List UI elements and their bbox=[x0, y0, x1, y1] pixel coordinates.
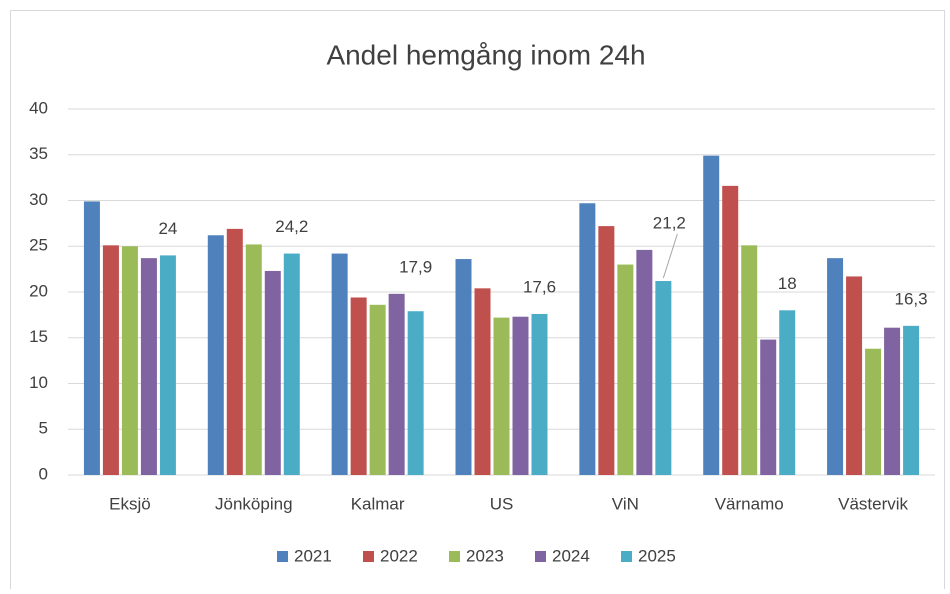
bar bbox=[741, 245, 758, 475]
legend-label: 2024 bbox=[552, 546, 590, 565]
bar bbox=[655, 281, 672, 475]
x-tick-label: ViN bbox=[612, 494, 639, 513]
bar bbox=[264, 270, 281, 475]
x-tick-label: Västervik bbox=[838, 494, 908, 513]
bar bbox=[636, 249, 653, 475]
bar bbox=[121, 246, 138, 475]
legend-label: 2022 bbox=[380, 546, 418, 565]
x-tick-label: Kalmar bbox=[351, 494, 405, 513]
bar bbox=[512, 316, 529, 475]
bar bbox=[474, 288, 491, 475]
bar bbox=[903, 325, 920, 475]
bar bbox=[226, 228, 243, 475]
legend-label: 2021 bbox=[294, 546, 332, 565]
legend-swatch bbox=[277, 551, 288, 562]
bar bbox=[598, 226, 615, 475]
bar bbox=[846, 276, 863, 475]
bar bbox=[369, 304, 386, 475]
bar bbox=[283, 253, 300, 475]
bar bbox=[827, 258, 844, 475]
legend-swatch bbox=[449, 551, 460, 562]
y-tick-label: 5 bbox=[39, 419, 48, 438]
bar bbox=[531, 313, 548, 475]
bar bbox=[407, 311, 424, 475]
y-tick-label: 15 bbox=[29, 327, 48, 346]
bar bbox=[102, 245, 119, 475]
bar bbox=[865, 348, 882, 475]
bar bbox=[617, 264, 634, 475]
y-tick-label: 10 bbox=[29, 373, 48, 392]
x-tick-label: Jönköping bbox=[215, 494, 293, 513]
bar bbox=[722, 185, 739, 476]
legend-swatch bbox=[535, 551, 546, 562]
data-label: 24 bbox=[158, 219, 177, 238]
bar bbox=[493, 317, 510, 475]
bar bbox=[245, 244, 262, 475]
y-tick-label: 30 bbox=[29, 190, 48, 209]
bar bbox=[207, 235, 224, 475]
data-label: 17,9 bbox=[399, 257, 432, 276]
y-tick-label: 25 bbox=[29, 236, 48, 255]
data-label: 18 bbox=[778, 274, 797, 293]
y-tick-label: 0 bbox=[39, 464, 48, 483]
x-tick-label: US bbox=[490, 494, 514, 513]
bar bbox=[760, 339, 777, 475]
bar bbox=[140, 258, 157, 475]
bar bbox=[579, 203, 596, 475]
x-tick-label: Eksjö bbox=[109, 494, 151, 513]
bar bbox=[703, 155, 720, 476]
legend-swatch bbox=[363, 551, 374, 562]
legend-label: 2025 bbox=[638, 546, 676, 565]
legend-swatch bbox=[621, 551, 632, 562]
bar bbox=[455, 259, 472, 475]
bar bbox=[779, 310, 796, 475]
data-label: 16,3 bbox=[895, 289, 928, 308]
y-tick-label: 20 bbox=[29, 281, 48, 300]
bar bbox=[388, 293, 405, 475]
bar bbox=[83, 201, 100, 476]
data-label: 17,6 bbox=[523, 277, 556, 296]
chart-title: Andel hemgång inom 24h bbox=[326, 39, 645, 70]
bar bbox=[350, 297, 367, 475]
legend-label: 2023 bbox=[466, 546, 504, 565]
data-label: 21,2 bbox=[653, 213, 686, 232]
y-tick-label: 40 bbox=[29, 98, 48, 117]
data-label: 24,2 bbox=[275, 217, 308, 236]
bar bbox=[884, 327, 901, 475]
leader-line bbox=[662, 233, 678, 279]
x-tick-label: Värnamo bbox=[715, 494, 784, 513]
bar bbox=[331, 253, 348, 475]
y-tick-label: 35 bbox=[29, 144, 48, 163]
bar bbox=[159, 255, 176, 475]
